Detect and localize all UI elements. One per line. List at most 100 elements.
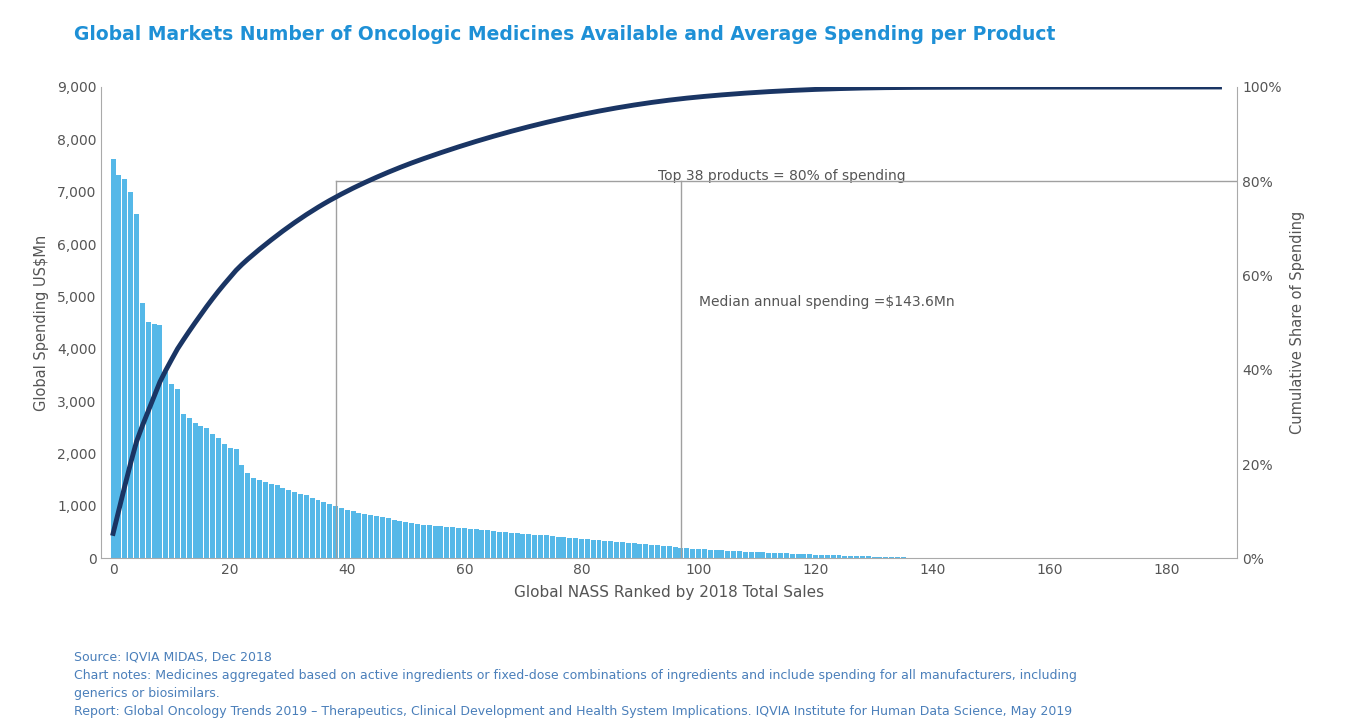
Bar [684, 548, 690, 558]
Bar [427, 525, 431, 558]
Bar [456, 528, 461, 558]
Bar [533, 535, 537, 558]
Bar [473, 529, 479, 558]
Bar [865, 556, 871, 558]
Bar [707, 550, 713, 558]
Bar [725, 551, 730, 558]
Bar [521, 534, 526, 558]
Bar [784, 553, 788, 558]
Bar [883, 557, 888, 558]
Bar [315, 500, 320, 558]
Text: Global Markets Number of Oncologic Medicines Available and Average Spending per : Global Markets Number of Oncologic Medic… [74, 25, 1056, 44]
Bar [515, 533, 519, 558]
Bar [292, 492, 297, 558]
Bar [164, 372, 168, 558]
Bar [526, 534, 531, 558]
Bar [767, 552, 771, 558]
Bar [702, 550, 707, 558]
Bar [614, 542, 619, 558]
Bar [216, 438, 220, 558]
Bar [339, 508, 343, 558]
Bar [621, 542, 625, 558]
Bar [385, 518, 391, 558]
Bar [251, 478, 256, 558]
Bar [854, 556, 859, 558]
Bar [877, 557, 883, 558]
Bar [503, 532, 508, 558]
Bar [544, 536, 549, 558]
Bar [561, 537, 566, 558]
Bar [234, 450, 238, 558]
Bar [626, 543, 631, 558]
Bar [297, 494, 303, 558]
Bar [262, 482, 268, 558]
Bar [380, 518, 385, 558]
Bar [157, 326, 162, 558]
Bar [550, 536, 554, 558]
Text: Median annual spending =$143.6Mn: Median annual spending =$143.6Mn [699, 294, 955, 309]
Bar [151, 323, 157, 558]
Bar [274, 486, 280, 558]
Bar [802, 554, 806, 558]
Bar [638, 544, 642, 558]
Bar [579, 539, 584, 558]
Bar [737, 551, 742, 558]
Bar [280, 488, 285, 558]
Bar [731, 551, 735, 558]
Bar [498, 531, 502, 558]
Bar [696, 549, 700, 558]
Bar [146, 322, 150, 558]
Bar [304, 495, 308, 558]
Bar [122, 178, 127, 558]
Bar [790, 554, 795, 558]
Bar [397, 521, 403, 558]
Bar [825, 555, 830, 558]
Bar [174, 389, 180, 558]
Bar [813, 555, 818, 558]
Bar [227, 448, 233, 558]
Bar [362, 514, 368, 558]
Bar [350, 511, 356, 558]
Bar [556, 536, 561, 558]
Bar [357, 513, 361, 558]
Bar [491, 531, 496, 558]
Bar [842, 555, 848, 558]
Bar [573, 538, 579, 558]
Bar [111, 160, 116, 558]
Bar [661, 546, 667, 558]
Bar [181, 414, 185, 558]
Bar [667, 547, 672, 558]
Bar [287, 489, 291, 558]
Bar [649, 545, 654, 558]
Bar [585, 539, 589, 558]
Bar [819, 555, 823, 558]
Bar [462, 529, 466, 558]
Bar [392, 520, 396, 558]
Bar [403, 521, 408, 558]
Bar [714, 550, 718, 558]
Bar [719, 550, 725, 558]
Bar [239, 465, 245, 558]
Bar [204, 428, 210, 558]
Bar [480, 530, 484, 558]
Text: Top 38 products = 80% of spending: Top 38 products = 80% of spending [657, 169, 904, 183]
Bar [345, 510, 350, 558]
Bar [672, 547, 677, 558]
Bar [245, 473, 250, 558]
Bar [433, 526, 438, 558]
Bar [795, 554, 800, 558]
Bar [608, 542, 614, 558]
Bar [210, 434, 215, 558]
Bar [438, 526, 443, 558]
X-axis label: Global NASS Ranked by 2018 Total Sales: Global NASS Ranked by 2018 Total Sales [514, 586, 825, 600]
Bar [656, 545, 660, 558]
Bar [139, 303, 145, 558]
Bar [591, 539, 596, 558]
Bar [257, 480, 262, 558]
Bar [450, 527, 456, 558]
Bar [644, 544, 649, 558]
Bar [742, 552, 748, 558]
Bar [508, 533, 514, 558]
Y-axis label: Cumulative Share of Spending: Cumulative Share of Spending [1290, 211, 1305, 434]
Bar [830, 555, 836, 558]
